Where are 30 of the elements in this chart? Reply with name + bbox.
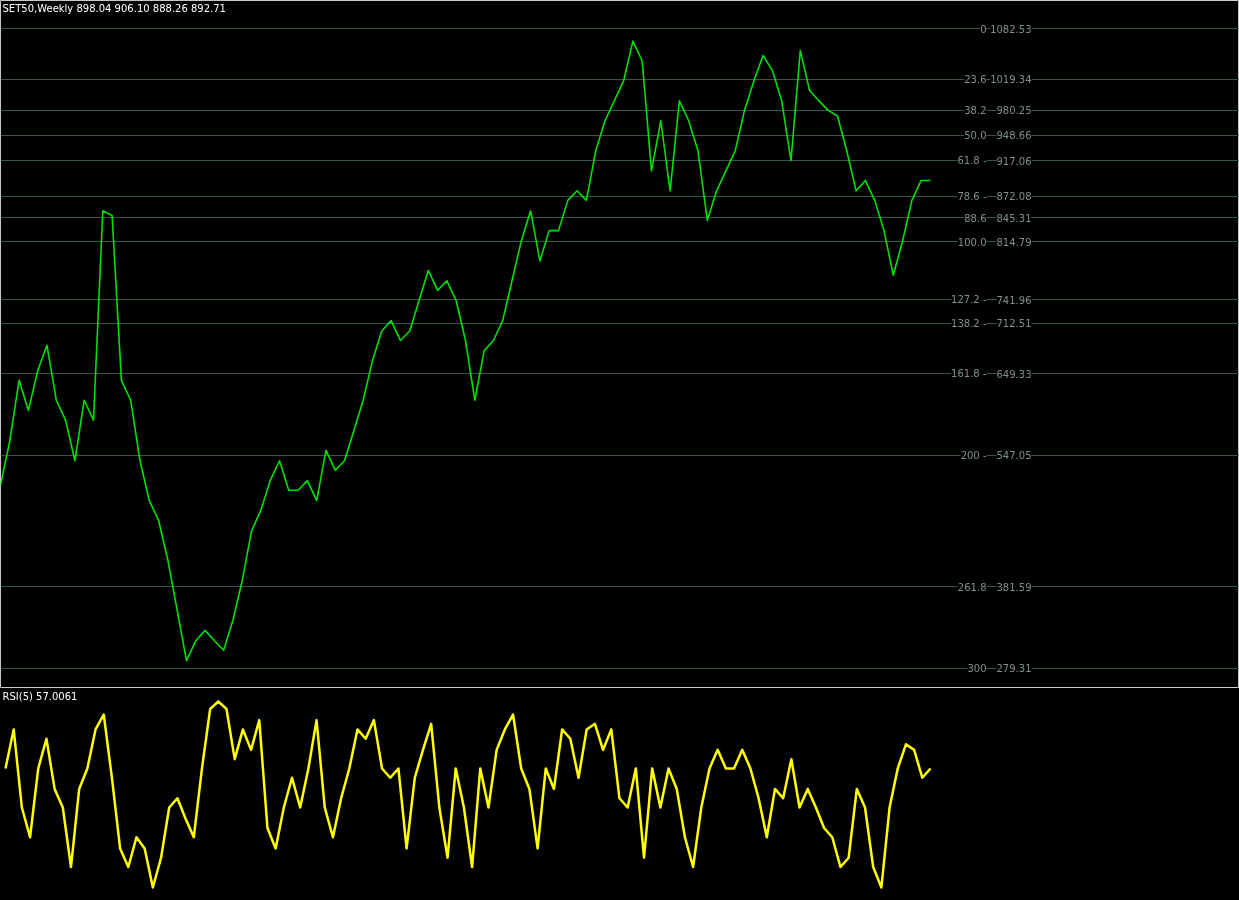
y2-tick-label: 300 <box>967 663 987 675</box>
y2-tick-label: 261.8 <box>957 581 987 593</box>
y-tick-label: 741.96 <box>996 294 1032 306</box>
y2-tick-label: 61.8 - <box>957 155 987 167</box>
y-tick-label: 917.06 <box>996 155 1032 167</box>
y2-tick-label: 50.0 <box>964 130 987 142</box>
y-tick-label: 279.31 <box>996 663 1032 675</box>
y-tick-label: 980.25 <box>996 105 1032 117</box>
y2-tick-label: 100.0 <box>957 236 987 248</box>
y2-tick-label: 78.6 - <box>957 190 987 202</box>
y-tick-label: 1019.34 <box>990 74 1032 86</box>
chart-title: RSI(5) 57.0061 <box>2 690 78 702</box>
y-tick-label: 1082.53 <box>990 23 1032 35</box>
chart-title: SET50,Weekly 898.04 906.10 888.26 892.71 <box>2 2 226 14</box>
y2-tick-label: 0 <box>980 23 987 35</box>
y-tick-label: 649.33 <box>996 368 1032 380</box>
y-tick-label: 547.05 <box>996 450 1032 462</box>
y2-tick-label: 161.8 - <box>951 368 987 380</box>
y-tick-label: 381.59 <box>996 581 1032 593</box>
y-tick-label: 845.31 <box>996 212 1032 224</box>
y-tick-label: 872.08 <box>996 191 1032 203</box>
y-tick-label: 814.79 <box>996 236 1032 248</box>
y2-tick-label: 200 - <box>960 449 987 461</box>
y2-tick-label: 127.2 - <box>951 294 987 306</box>
y2-tick-label: 38.2 <box>964 105 987 117</box>
y-tick-label: 712.51 <box>996 318 1032 330</box>
y2-tick-label: 88.6 <box>964 212 987 224</box>
y-tick-label: 948.66 <box>996 130 1032 142</box>
y2-tick-label: 138.2 - <box>951 317 987 329</box>
y2-tick-label: 23.6 <box>964 74 987 86</box>
